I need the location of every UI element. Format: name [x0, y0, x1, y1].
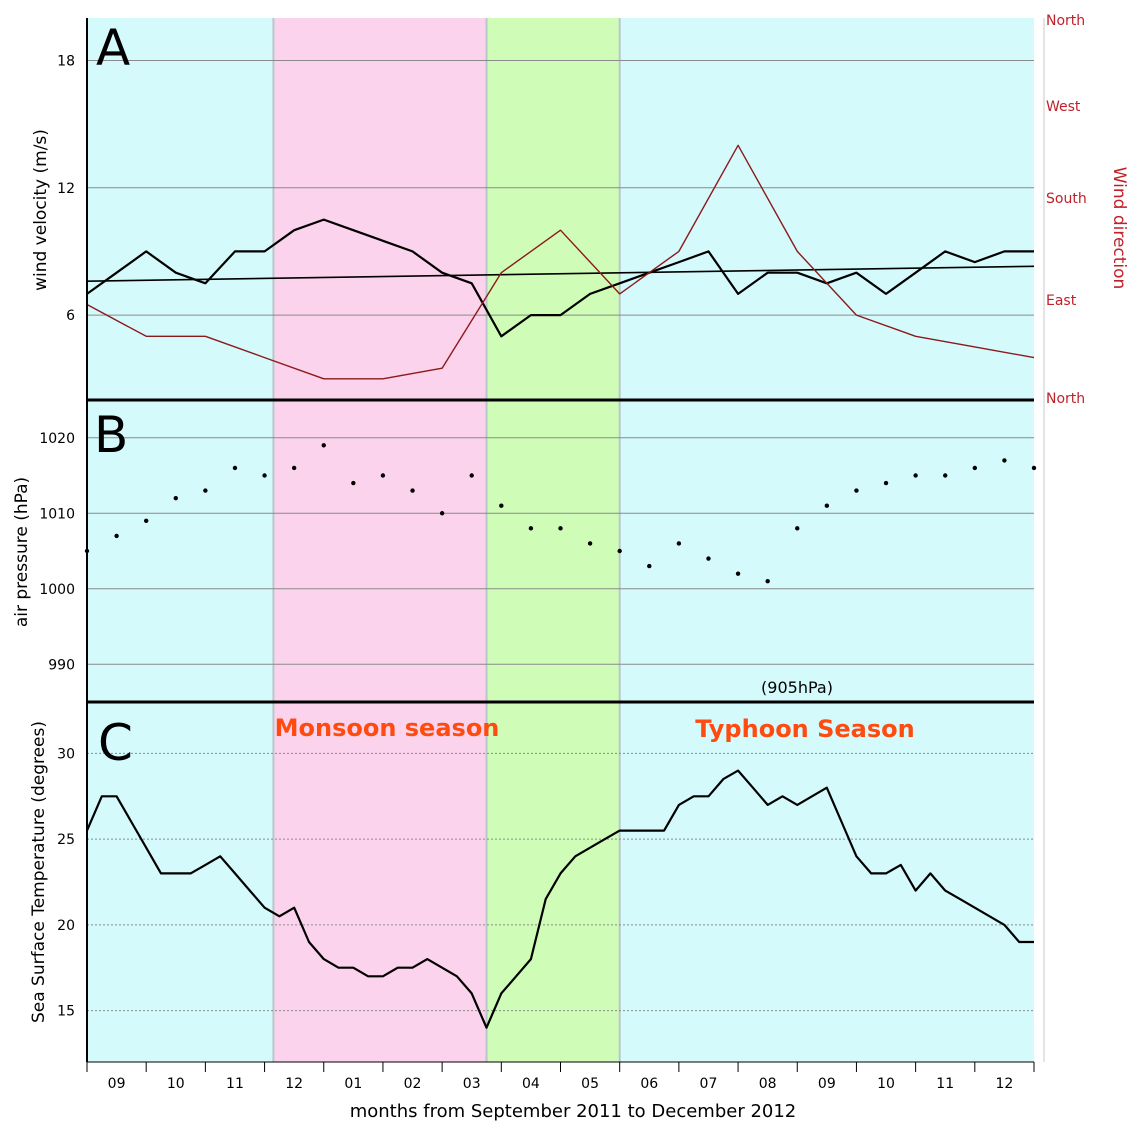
- y-tick-label: 25: [57, 832, 75, 848]
- direction-tick-label-3: East: [1046, 293, 1077, 309]
- ylabel-sea-surface-temperature: Sea Surface Temperature (degrees): [29, 721, 49, 1023]
- ylabel-air-pressure: air pressure (hPa): [12, 477, 32, 627]
- x-tick-label-5: 02: [404, 1076, 422, 1092]
- y-tick-label: 12: [57, 181, 75, 197]
- ylabel-wind-velocity: wind velocity (m/s): [31, 129, 51, 291]
- x-tick-label-9: 06: [640, 1076, 658, 1092]
- typhoon-season-label: Typhoon Season: [695, 715, 914, 743]
- pressure-point: [143, 518, 149, 523]
- data-series: [84, 144, 1037, 1029]
- pressure-point: [1002, 458, 1007, 463]
- pressure-point: [380, 473, 386, 478]
- axes: 09 10 11 12 01 02 03 04 05 06 07 08 09 10 11 12 6 12 18 990…: [39, 13, 1086, 1092]
- pressure-point: [291, 465, 297, 471]
- pressure-point: [617, 548, 622, 554]
- direction-tick-label-2: South: [1046, 191, 1087, 207]
- pressure-point: [262, 473, 267, 478]
- pressure-point: [528, 526, 534, 531]
- pressure-annotation: (905hPa): [761, 678, 833, 697]
- x-tick-label-14: 11: [936, 1076, 954, 1092]
- panel-label-b: B: [94, 406, 128, 464]
- pressure-point: [469, 473, 474, 478]
- pressure-point: [795, 526, 800, 531]
- pressure-point: [499, 503, 504, 508]
- grid-lines: [87, 59, 1034, 1012]
- y-tick-label: 1020: [39, 431, 75, 447]
- x-tick-label-7: 04: [522, 1076, 540, 1092]
- pressure-point: [883, 480, 889, 486]
- y-tick-label: 1010: [39, 506, 75, 522]
- season-backgrounds: [87, 18, 1034, 1062]
- pressure-point: [972, 465, 978, 471]
- season-band-typhoon: [619, 18, 1034, 1062]
- direction-tick-label-1: West: [1046, 99, 1081, 115]
- y-tick-label: 6: [66, 308, 75, 324]
- season-band-monsoon: [273, 18, 487, 1062]
- pressure-point: [558, 526, 563, 531]
- direction-tick-label-0: North: [1046, 13, 1085, 29]
- pressure-point: [706, 556, 711, 561]
- x-tick-label-3: 12: [285, 1076, 303, 1092]
- pressure-point: [854, 488, 859, 493]
- pressure-point: [943, 473, 948, 478]
- x-tick-label-12: 09: [818, 1076, 836, 1092]
- pressure-point: [232, 465, 238, 471]
- x-tick-label-11: 08: [759, 1076, 777, 1092]
- pressure-point: [676, 541, 682, 546]
- xlabel: months from September 2011 to December 2…: [350, 1101, 797, 1122]
- pressure-point: [587, 541, 593, 546]
- pressure-point: [824, 503, 830, 508]
- x-tick-label-8: 05: [581, 1076, 599, 1092]
- pressure-point: [351, 480, 356, 486]
- panel-label-a: A: [96, 19, 130, 77]
- y-tick-label: 1000: [39, 582, 75, 598]
- wind-direction-series: [86, 144, 1035, 380]
- monsoon-season-label: Monsoon season: [275, 714, 500, 742]
- x-tick-label-10: 07: [700, 1076, 718, 1092]
- x-tick-label-0: 09: [108, 1076, 126, 1092]
- pressure-point: [439, 511, 445, 516]
- pressure-point: [913, 473, 918, 478]
- x-tick-label-13: 10: [877, 1076, 895, 1092]
- y-tick-label: 30: [57, 746, 75, 762]
- wind-velocity-series: [86, 218, 1034, 338]
- x-tick-label-6: 03: [463, 1076, 481, 1092]
- pressure-point: [173, 495, 178, 501]
- pressure-point: [410, 488, 415, 493]
- pressure-point: [647, 563, 652, 569]
- season-band-autumn-2011: [87, 18, 274, 1062]
- panel-label-c: C: [98, 714, 133, 772]
- y-tick-label: 18: [57, 53, 75, 69]
- pressure-point: [1031, 465, 1037, 471]
- pressure-point: [321, 443, 326, 448]
- season-band-spring: [486, 18, 620, 1062]
- x-tick-label-4: 01: [344, 1076, 362, 1092]
- y-tick-label: 20: [57, 918, 75, 934]
- x-tick-label-15: 12: [995, 1076, 1013, 1092]
- pressure-point: [735, 571, 741, 576]
- y-tick-label: 990: [48, 657, 75, 673]
- pressure-point: [765, 579, 770, 584]
- x-tick-label-2: 11: [226, 1076, 244, 1092]
- x-tick-label-1: 10: [167, 1076, 185, 1092]
- y-tick-label: 15: [57, 1004, 75, 1020]
- pressure-point: [203, 488, 208, 493]
- pressure-point: [114, 533, 119, 539]
- direction-tick-label-4: North: [1046, 391, 1085, 407]
- wind-trend-line: [86, 265, 1035, 282]
- ylabel-right-wind-direction: Wind direction: [1109, 167, 1129, 290]
- sea-surface-temperature-series: [85, 769, 1034, 1029]
